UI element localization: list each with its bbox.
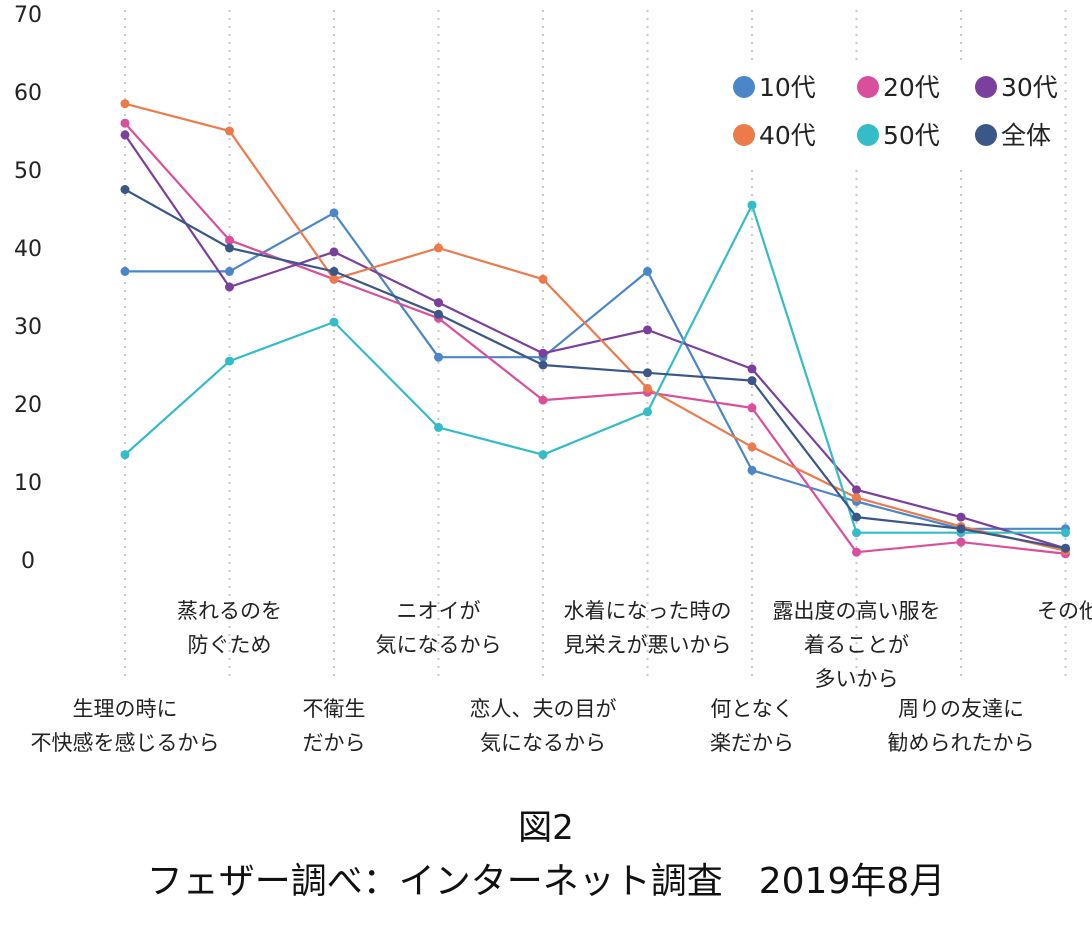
- data-point: [643, 325, 652, 335]
- data-point: [852, 493, 861, 503]
- data-point: [329, 247, 339, 257]
- series-lines: [120, 99, 1070, 559]
- data-point: [538, 360, 548, 370]
- data-point: [747, 364, 757, 374]
- data-point: [434, 298, 443, 308]
- data-point: [956, 524, 966, 534]
- line-chart: 0 10 20 30 40 50 60 70 生理の時に不快感を感じるから 蒸れるのを防ぐため不…: [14, 3, 1092, 755]
- x-tick-label: 不衛生だから: [303, 697, 366, 755]
- data-point: [329, 274, 339, 284]
- series-line: [124, 134, 1066, 550]
- data-point: [852, 512, 861, 522]
- data-point: [643, 266, 652, 276]
- y-tick-label: 40: [14, 237, 42, 262]
- source-note: フェザー調べ：インターネット調査 2019年8月: [146, 861, 946, 902]
- series-line: [124, 122, 1066, 555]
- legend-background: [718, 60, 1063, 170]
- data-point: [538, 395, 548, 405]
- legend-marker: [975, 124, 997, 146]
- legend-label: 40代: [759, 121, 816, 150]
- y-tick-label: 30: [14, 315, 42, 340]
- data-point: [120, 99, 130, 109]
- data-point: [643, 383, 652, 393]
- figure-number: 図2: [518, 808, 574, 848]
- data-point: [120, 118, 130, 128]
- data-point: [852, 528, 861, 538]
- x-tick-label: 露出度の高い服を着ることが多いから: [773, 599, 941, 691]
- data-point: [329, 266, 339, 276]
- series-line: [124, 102, 1066, 552]
- data-point: [225, 126, 234, 136]
- data-point: [852, 547, 861, 557]
- data-point: [747, 376, 757, 386]
- data-point: [747, 403, 757, 413]
- data-point: [434, 243, 443, 253]
- legend-marker: [733, 76, 755, 98]
- data-point: [956, 537, 966, 547]
- legend-label: 全体: [1001, 121, 1051, 150]
- x-tick-label: 何となく楽だから: [710, 697, 794, 755]
- series-line: [124, 204, 1066, 534]
- data-point: [538, 348, 548, 358]
- x-tick-label: 恋人、夫の目が気になるから: [470, 697, 617, 755]
- legend-marker: [975, 76, 997, 98]
- legend: 10代 20代 30代 40代 50代 全体: [718, 60, 1063, 170]
- series-20代: [120, 118, 1070, 559]
- series-30代: [120, 130, 1070, 553]
- legend-marker: [857, 124, 879, 146]
- data-point: [643, 407, 652, 417]
- data-point: [852, 485, 861, 495]
- data-point: [225, 243, 234, 253]
- series-line: [125, 211, 1066, 530]
- x-tick-label: 水着になった時の見栄えが悪いから: [564, 599, 732, 657]
- data-point: [747, 442, 757, 452]
- data-point: [747, 200, 757, 210]
- data-point: [225, 356, 234, 366]
- data-point: [225, 282, 234, 292]
- data-point: [643, 368, 652, 378]
- y-tick-label: 70: [14, 3, 42, 28]
- y-tick-label: 20: [14, 393, 42, 418]
- x-tick-label: 生理の時に不快感を感じるから: [31, 697, 220, 755]
- y-axis-ticks: 0 10 20 30 40 50 60 70: [14, 3, 42, 574]
- legend-label: 50代: [883, 121, 940, 150]
- data-point: [538, 450, 548, 460]
- data-point: [329, 317, 339, 327]
- series-全体: [120, 185, 1070, 553]
- series-10代: [120, 208, 1070, 534]
- y-tick-label: 0: [21, 549, 35, 574]
- x-tick-label: 周りの友達に勧められたから: [888, 697, 1035, 755]
- data-point: [956, 512, 966, 522]
- data-point: [747, 465, 757, 475]
- data-point: [538, 274, 548, 284]
- x-tick-label: 蒸れるのを防ぐため: [177, 599, 282, 657]
- data-point: [120, 185, 130, 194]
- x-tick-label: その他: [1037, 599, 1092, 623]
- series-line: [124, 188, 1066, 550]
- x-tick-label: ニオイが気になるから: [376, 599, 502, 657]
- legend-marker: [733, 124, 755, 146]
- y-tick-label: 60: [14, 81, 42, 106]
- data-point: [434, 352, 443, 362]
- y-tick-label: 50: [14, 159, 42, 184]
- data-point: [329, 208, 339, 218]
- legend-label: 20代: [883, 73, 940, 102]
- data-point: [120, 450, 130, 460]
- legend-marker: [857, 76, 879, 98]
- legend-label: 10代: [759, 73, 816, 102]
- data-point: [225, 235, 234, 245]
- data-point: [434, 309, 443, 319]
- data-point: [434, 422, 443, 432]
- data-point: [225, 266, 234, 276]
- data-point: [1061, 528, 1070, 538]
- y-tick-label: 10: [14, 471, 42, 496]
- x-axis-labels: 生理の時に不快感を感じるから 蒸れるのを防ぐため不衛生だからニオイが気になるから恋…: [31, 599, 1092, 755]
- data-point: [120, 130, 130, 140]
- legend-label: 30代: [1001, 73, 1058, 102]
- data-point: [120, 266, 130, 276]
- data-point: [1061, 543, 1070, 553]
